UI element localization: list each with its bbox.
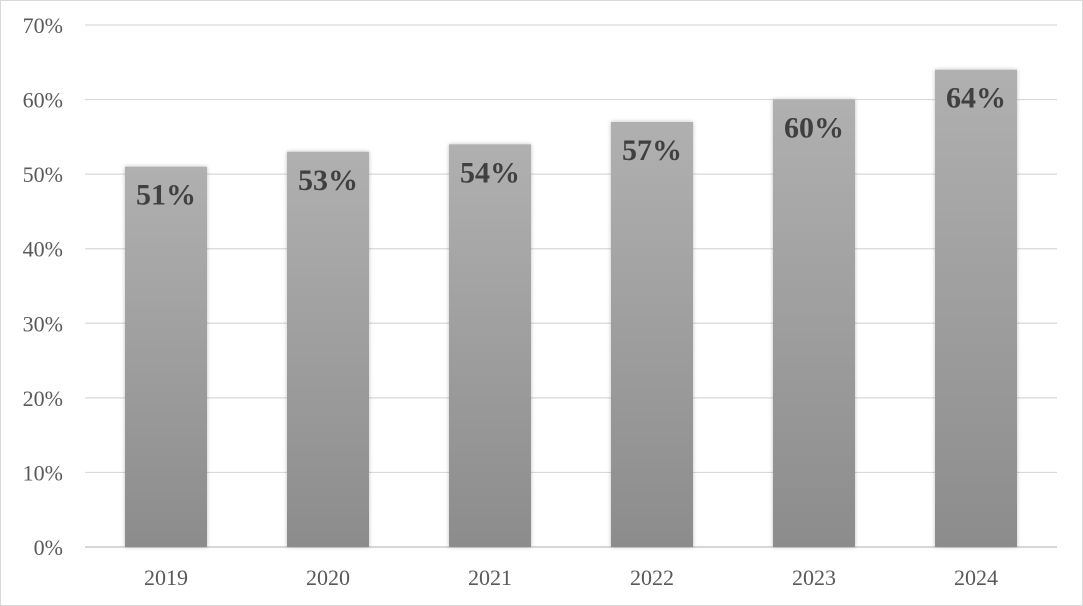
y-tick-label: 60% — [23, 88, 63, 113]
data-label-2024: 64% — [946, 82, 1006, 115]
x-tick-label: 2021 — [468, 565, 512, 590]
bar-2019 — [125, 166, 207, 547]
y-tick-label: 50% — [23, 162, 63, 187]
x-axis-tick-labels: 2019 2020 2021 2022 2023 2024 — [144, 565, 998, 590]
data-label-2022: 57% — [622, 134, 682, 167]
bar-2021 — [449, 144, 531, 548]
x-tick-label: 2022 — [630, 565, 674, 590]
y-tick-label: 30% — [23, 311, 63, 336]
y-tick-label: 20% — [23, 386, 63, 411]
bar-2023 — [773, 99, 855, 548]
x-tick-label: 2019 — [144, 565, 188, 590]
gridlines — [85, 24, 1057, 548]
y-tick-label: 40% — [23, 237, 63, 262]
bar-2022 — [611, 121, 693, 547]
data-labels: 51% 53% 54% 57% 60% 64% — [136, 82, 1006, 212]
x-tick-label: 2023 — [792, 565, 836, 590]
data-label-2021: 54% — [460, 156, 520, 189]
bar-2024 — [935, 69, 1017, 547]
bars — [125, 69, 1017, 548]
data-label-2019: 51% — [136, 179, 196, 212]
y-axis-tick-labels: 0% 10% 20% 30% 40% 50% 60% 70% — [23, 13, 63, 560]
y-tick-label: 10% — [23, 460, 63, 485]
y-tick-label: 0% — [34, 535, 63, 560]
data-label-2023: 60% — [784, 112, 844, 145]
data-label-2020: 53% — [298, 164, 358, 197]
y-tick-label: 70% — [23, 13, 63, 38]
bar-2020 — [287, 151, 369, 547]
x-tick-label: 2024 — [954, 565, 998, 590]
x-tick-label: 2020 — [306, 565, 350, 590]
